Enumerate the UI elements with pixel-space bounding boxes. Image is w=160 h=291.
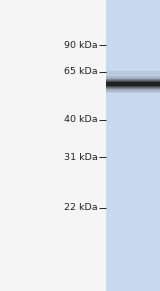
Bar	[106, 76, 160, 77]
Bar	[106, 78, 160, 79]
Bar	[106, 83, 160, 84]
Bar	[106, 0, 160, 291]
Bar	[106, 82, 160, 83]
Bar	[106, 84, 160, 85]
Text: 90 kDa: 90 kDa	[64, 40, 98, 49]
Bar	[106, 80, 160, 81]
Bar	[106, 81, 160, 82]
Bar	[106, 91, 160, 92]
Bar	[106, 92, 160, 93]
Bar	[106, 89, 160, 90]
Bar	[106, 90, 160, 91]
Bar	[106, 75, 160, 76]
Bar	[106, 85, 160, 86]
Bar	[106, 87, 160, 88]
Bar	[106, 77, 160, 78]
Text: 22 kDa: 22 kDa	[64, 203, 98, 212]
Text: 40 kDa: 40 kDa	[64, 116, 98, 125]
Bar	[106, 79, 160, 80]
Bar	[106, 88, 160, 89]
Bar	[106, 86, 160, 87]
Text: 31 kDa: 31 kDa	[64, 152, 98, 162]
Text: 65 kDa: 65 kDa	[64, 68, 98, 77]
Bar	[106, 71, 160, 75]
